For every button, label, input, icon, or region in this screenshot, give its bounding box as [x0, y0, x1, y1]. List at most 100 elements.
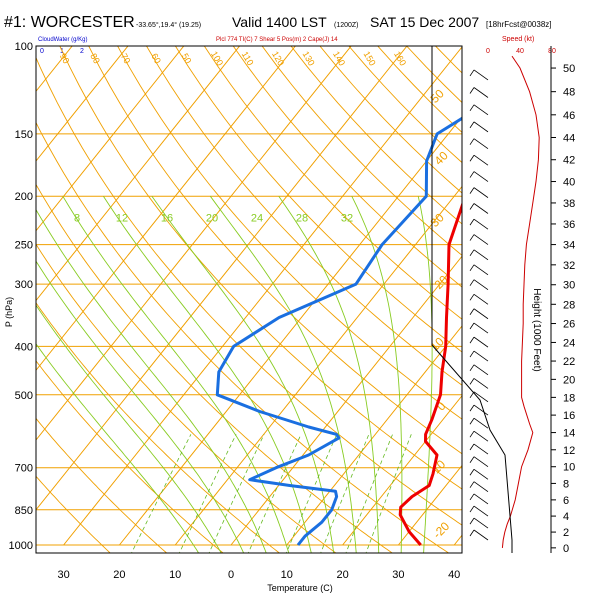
wind-barb [473, 218, 489, 230]
wind-barb-flag [469, 218, 475, 226]
wind-barb-flag [469, 308, 475, 315]
dry-adiabat-line [175, 46, 462, 353]
moist-adiabat-label: 16 [161, 213, 173, 225]
moist-adiabat-line [36, 343, 200, 553]
wind-barb [473, 203, 489, 214]
height-tick-label: 6 [563, 495, 569, 507]
wind-barb [473, 350, 489, 362]
isotherm-label: 130 [301, 49, 317, 67]
height-tick-label: 12 [563, 445, 575, 457]
dry-adiabat-line [261, 46, 462, 256]
height-tick-label: 4 [563, 511, 569, 523]
height-axis-title: Height (1000 Feet) [531, 288, 542, 371]
y-axis-title: P (hPa) [4, 297, 14, 327]
mixing-ratio-line [247, 434, 302, 553]
moist-adiabat-line [36, 208, 267, 553]
wind-barb [473, 336, 489, 348]
dry-adiabat-line [36, 475, 111, 553]
height-tick-label: 0 [563, 543, 569, 555]
wind-barb-flag [469, 517, 475, 525]
mixing-ratio-line [320, 434, 370, 553]
forecast-date: SAT 15 Dec 2007 [370, 14, 479, 30]
pressure-tick-label: 850 [15, 505, 33, 517]
wind-barb [473, 443, 489, 455]
temperature-tick-label: 20 [113, 569, 125, 581]
wind-barb-flag [469, 264, 475, 272]
height-tick-label: 46 [563, 110, 575, 122]
wind-barb [473, 468, 489, 480]
wind-barb [473, 505, 489, 517]
wind-barb [473, 517, 489, 529]
moist-adiabat-line [36, 260, 245, 553]
dry-adiabat-line [36, 243, 337, 553]
moist-adiabat-line [62, 195, 290, 553]
isotherm-line [36, 46, 296, 372]
isotherm-line [36, 46, 408, 511]
dry-adiabat-label: -20 [430, 519, 452, 541]
height-tick-label: 28 [563, 299, 575, 311]
wind-barb-flag [469, 187, 475, 194]
cloudwater-tick-label: 0 [40, 48, 44, 55]
wind-barb [473, 493, 489, 505]
wind-barb-flag [469, 322, 475, 330]
isotherm-line [36, 46, 185, 232]
wind-barb [473, 234, 489, 245]
mixing-ratio-line [131, 434, 192, 553]
isotherm-label: 60 [149, 52, 163, 66]
wind-barb-flag [469, 443, 475, 451]
wind-barb [473, 417, 489, 429]
wind-barb-flag [469, 203, 475, 210]
dry-adiabat-line [290, 46, 462, 225]
wind-barb-flag [469, 505, 475, 513]
moist-adiabat-label: 8 [74, 213, 80, 225]
isotherm-label: 120 [270, 49, 286, 67]
dewpoint-line [215, 116, 462, 546]
dry-adiabat-line [36, 302, 281, 553]
x-axis-title: Temperature (C) [267, 583, 333, 593]
wind-barb-flag [469, 154, 475, 162]
dry-adiabat-line [493, 46, 600, 556]
speed-axis-label: Speed (kt) [502, 36, 534, 43]
isotherm-label: 150 [362, 49, 378, 67]
mixing-ratio-line [285, 434, 338, 553]
height-tick-label: 8 [563, 478, 569, 490]
isotherm-label: 90 [58, 52, 72, 66]
mixing-ratio-line [208, 434, 265, 553]
speed-tick-label: 40 [516, 48, 524, 55]
isotherm-label: 110 [240, 50, 256, 67]
wind-barb [473, 279, 489, 290]
wind-barb-flag [469, 294, 475, 301]
dry-adiabat-line [88, 46, 462, 455]
dry-adiabat-line [59, 46, 462, 490]
wind-barb [473, 481, 489, 492]
dry-adiabat-line [551, 46, 600, 556]
wind-barb-flag [469, 529, 475, 537]
pressure-tick-label: 150 [15, 129, 33, 141]
wind-barb-flag [469, 418, 475, 425]
isotherm-line [286, 325, 462, 546]
wind-barb [473, 391, 489, 403]
isotherm-line [36, 46, 129, 162]
dry-adiabat-line [319, 46, 462, 194]
wind-barb [473, 308, 489, 320]
height-tick-label: 34 [563, 240, 575, 252]
wind-barb-flag [469, 364, 475, 372]
pressure-tick-label: 250 [15, 240, 33, 252]
wind-barb [473, 293, 489, 305]
wind-barb-flag [469, 469, 475, 476]
temperature-tick-label: 20 [336, 569, 348, 581]
isotherm-label: 50 [180, 52, 194, 66]
dry-adiabat-line [146, 46, 462, 386]
wind-barb-flag [469, 279, 475, 286]
dry-adiabat-line [117, 46, 462, 420]
dry-adiabat-line [36, 183, 393, 553]
wind-barb-flag [469, 234, 475, 241]
height-tick-label: 50 [563, 63, 575, 75]
dry-adiabat-line [36, 360, 224, 553]
wind-barb [473, 322, 489, 334]
mixing-ratio-line [178, 434, 237, 553]
pressure-tick-label: 200 [15, 191, 33, 203]
cloudwater-label: CloudWater (g/Kg) [38, 37, 87, 43]
wind-barb [473, 69, 489, 81]
wind-barb [473, 138, 489, 149]
